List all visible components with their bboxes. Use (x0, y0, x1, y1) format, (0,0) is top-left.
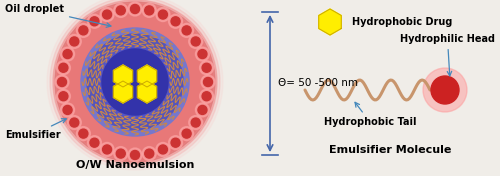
Circle shape (196, 103, 209, 117)
Circle shape (423, 68, 467, 112)
Circle shape (59, 63, 68, 72)
Circle shape (128, 2, 142, 16)
Circle shape (79, 129, 88, 138)
Circle shape (58, 77, 66, 86)
Circle shape (114, 3, 128, 17)
Circle shape (70, 37, 79, 46)
Circle shape (182, 26, 191, 35)
Circle shape (88, 136, 102, 150)
Circle shape (102, 10, 112, 19)
Circle shape (171, 138, 180, 147)
Circle shape (90, 17, 99, 26)
Circle shape (68, 34, 82, 48)
Circle shape (70, 118, 79, 127)
Circle shape (63, 50, 72, 59)
Circle shape (68, 116, 82, 130)
Polygon shape (138, 81, 156, 103)
Polygon shape (114, 65, 132, 87)
Text: Hydrophobic Drug: Hydrophobic Drug (352, 17, 452, 27)
Circle shape (156, 8, 170, 21)
Circle shape (158, 145, 168, 154)
Circle shape (76, 127, 90, 141)
Circle shape (156, 142, 170, 156)
Circle shape (200, 89, 213, 103)
Circle shape (202, 92, 211, 101)
Circle shape (142, 3, 156, 17)
Circle shape (191, 37, 200, 46)
Circle shape (47, 0, 223, 170)
Circle shape (116, 149, 126, 158)
Circle shape (188, 34, 202, 48)
Circle shape (87, 34, 183, 130)
Text: O/W Nanoemulsion: O/W Nanoemulsion (76, 160, 194, 170)
Circle shape (431, 76, 459, 104)
Circle shape (90, 138, 99, 147)
Circle shape (55, 2, 215, 162)
Text: Emulsifier: Emulsifier (5, 119, 66, 140)
Polygon shape (114, 81, 132, 103)
Text: Θ= 50 -500 nm: Θ= 50 -500 nm (278, 78, 358, 88)
Circle shape (201, 75, 215, 89)
Circle shape (158, 10, 168, 19)
Circle shape (204, 77, 212, 86)
Circle shape (171, 17, 180, 26)
Circle shape (57, 4, 213, 160)
Circle shape (188, 116, 202, 130)
Circle shape (79, 26, 88, 35)
Circle shape (180, 127, 194, 141)
Polygon shape (318, 9, 342, 35)
Text: Hydrophilic Head: Hydrophilic Head (400, 34, 495, 76)
Circle shape (102, 145, 112, 154)
Circle shape (180, 23, 194, 37)
Polygon shape (138, 65, 156, 87)
Circle shape (60, 47, 74, 61)
Circle shape (144, 149, 154, 158)
Circle shape (63, 105, 72, 114)
Circle shape (196, 47, 209, 61)
Text: Hydrophobic Tail: Hydrophobic Tail (324, 102, 416, 127)
Circle shape (56, 61, 70, 75)
Circle shape (168, 136, 182, 150)
Circle shape (100, 142, 114, 156)
Circle shape (130, 5, 140, 14)
Circle shape (102, 49, 168, 115)
Circle shape (202, 63, 211, 72)
Circle shape (144, 6, 154, 15)
Circle shape (168, 14, 182, 28)
Circle shape (182, 129, 191, 138)
Circle shape (88, 14, 102, 28)
Circle shape (53, 0, 217, 164)
Circle shape (114, 147, 128, 161)
Circle shape (59, 92, 68, 101)
Circle shape (130, 150, 140, 159)
Circle shape (198, 50, 207, 59)
Circle shape (198, 105, 207, 114)
Circle shape (191, 118, 200, 127)
Circle shape (200, 61, 213, 75)
Circle shape (60, 103, 74, 117)
Circle shape (50, 0, 220, 167)
Circle shape (56, 89, 70, 103)
Text: Emulsifier Molecule: Emulsifier Molecule (329, 145, 451, 155)
Circle shape (81, 28, 189, 136)
Circle shape (98, 45, 172, 119)
Circle shape (55, 75, 69, 89)
Circle shape (100, 8, 114, 21)
Circle shape (76, 23, 90, 37)
Text: Oil droplet: Oil droplet (5, 4, 111, 27)
Circle shape (142, 147, 156, 161)
Circle shape (128, 148, 142, 162)
Circle shape (116, 6, 126, 15)
